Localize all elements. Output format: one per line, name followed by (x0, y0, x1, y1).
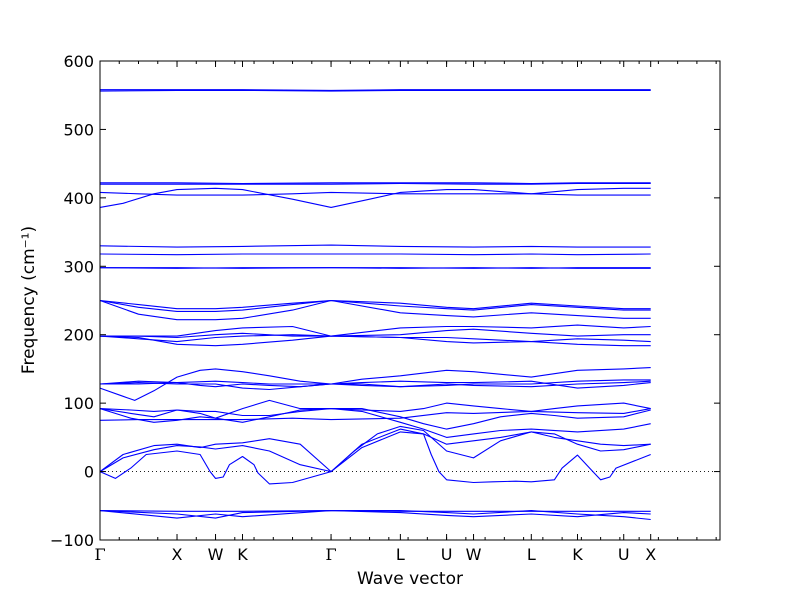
branch-line-3 (99, 510, 651, 512)
x-tick-label: X (172, 545, 183, 564)
plot-frame (99, 60, 721, 541)
branch-line-26 (99, 187, 651, 208)
series-layer (99, 89, 651, 521)
y-tick-label: 400 (63, 189, 94, 208)
y-tick-label: 300 (63, 257, 94, 276)
x-tick-label: W (466, 545, 482, 564)
branch-line-25 (99, 244, 651, 248)
branch-line-21 (99, 299, 651, 310)
x-tick-label: Γ (94, 545, 105, 564)
branch-line-2 (99, 510, 651, 519)
x-tick-label: L (527, 545, 536, 564)
branch-line-27 (99, 191, 651, 196)
branch-line-31 (100, 89, 651, 91)
branch-line-24 (99, 253, 651, 256)
x-tick-label: W (208, 545, 224, 564)
y-tick-label: 200 (63, 326, 94, 345)
x-axis-label: Wave vector (357, 569, 463, 589)
branch-line-17 (100, 328, 651, 339)
y-tick-label: 0 (84, 463, 94, 482)
branch-line-14 (100, 379, 651, 388)
y-tick-label: −100 (50, 531, 94, 550)
branch-line-19 (99, 299, 651, 312)
branch-line-16 (99, 335, 651, 347)
branch-line-29 (100, 182, 651, 185)
x-tick-label: U (441, 545, 453, 564)
y-axis-label: Frequency (cm⁻¹) (19, 226, 39, 374)
branch-line-28 (100, 182, 651, 185)
branch-line-23 (100, 267, 651, 269)
branch-line-6 (99, 431, 651, 473)
branch-line-8 (99, 408, 651, 430)
x-tick-label: Γ (326, 545, 337, 564)
branch-line-10 (99, 408, 651, 421)
branch-line-5 (99, 425, 651, 473)
branch-line-18 (100, 324, 651, 337)
branch-line-13 (99, 380, 651, 391)
branch-line-20 (99, 299, 651, 321)
y-tick-label: 500 (63, 120, 94, 139)
x-tick-label: L (396, 545, 405, 564)
branch-line-30 (99, 89, 651, 92)
branch-line-11 (99, 367, 651, 401)
x-tick-label: X (645, 545, 656, 564)
x-tick-label: U (618, 545, 630, 564)
x-tick-label: K (237, 545, 248, 564)
y-tick-label: 100 (63, 394, 94, 413)
x-tick-label: K (572, 545, 583, 564)
y-tick-label: 600 (63, 52, 94, 71)
branch-line-9 (99, 402, 651, 417)
branch-line-4 (99, 428, 651, 485)
